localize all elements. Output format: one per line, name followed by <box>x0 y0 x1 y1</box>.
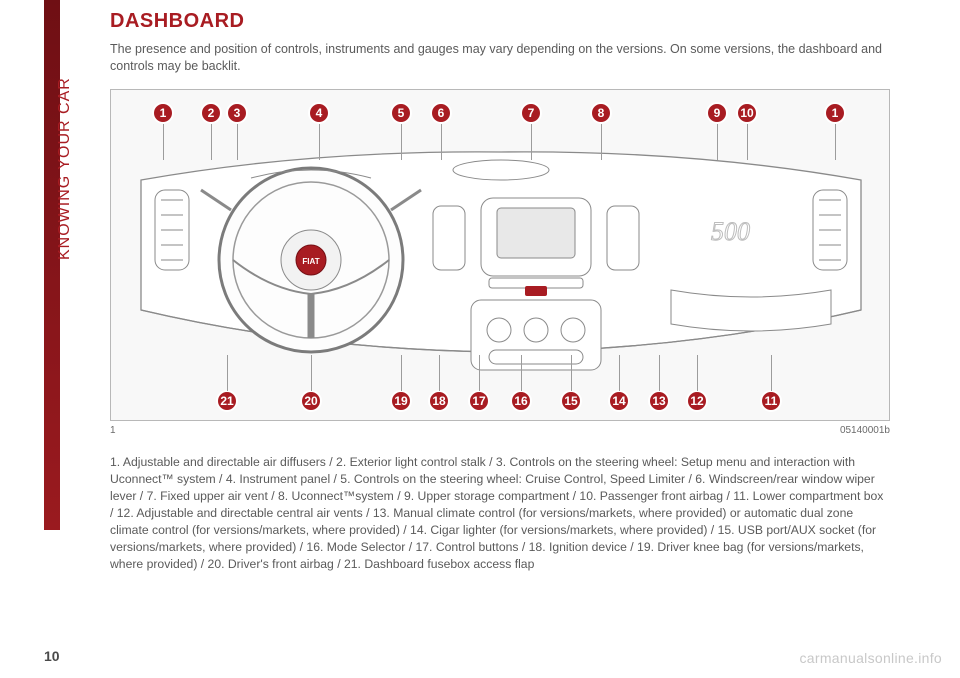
callout-1: 1 <box>152 102 174 124</box>
intro-paragraph: The presence and position of controls, i… <box>110 41 920 75</box>
leader-line <box>227 355 228 391</box>
figure-caption: 1 05140001b <box>110 425 890 436</box>
leader-line <box>835 124 836 160</box>
leader-line <box>319 124 320 160</box>
content-area: DASHBOARD The presence and position of c… <box>110 10 920 573</box>
callout-5: 5 <box>390 102 412 124</box>
dashboard-figure: 500 FIAT 123456789101212019181716151413 <box>110 89 890 421</box>
callout-12: 12 <box>686 390 708 412</box>
legend-text: 1. Adjustable and directable air diffuse… <box>110 454 890 574</box>
leader-line <box>163 124 164 160</box>
callout-13: 13 <box>648 390 670 412</box>
section-label: KNOWING YOUR CAR <box>56 77 74 260</box>
svg-text:500: 500 <box>711 217 750 246</box>
callout-21: 21 <box>216 390 238 412</box>
callout-11: 11 <box>760 390 782 412</box>
leader-line <box>697 355 698 391</box>
page-number: 10 <box>44 648 60 664</box>
callout-15: 15 <box>560 390 582 412</box>
callout-4: 4 <box>308 102 330 124</box>
leader-line <box>211 124 212 160</box>
leader-line <box>619 355 620 391</box>
callout-19: 19 <box>390 390 412 412</box>
leader-line <box>659 355 660 391</box>
callout-20: 20 <box>300 390 322 412</box>
leader-line <box>571 355 572 391</box>
leader-line <box>441 124 442 160</box>
callout-2: 2 <box>200 102 222 124</box>
leader-line <box>747 124 748 160</box>
callout-18: 18 <box>428 390 450 412</box>
figure-ref-code: 05140001b <box>840 425 890 436</box>
callout-14: 14 <box>608 390 630 412</box>
leader-line <box>717 124 718 160</box>
page: KNOWING YOUR CAR DASHBOARD The presence … <box>0 0 960 678</box>
leader-line <box>401 124 402 160</box>
page-title: DASHBOARD <box>110 10 920 33</box>
callout-3: 3 <box>226 102 248 124</box>
leader-line <box>771 355 772 391</box>
leader-line <box>601 124 602 160</box>
figure-number: 1 <box>110 425 116 436</box>
leader-line <box>237 124 238 160</box>
leader-line <box>311 355 312 391</box>
leader-line <box>521 355 522 391</box>
watermark: carmanualsonline.info <box>800 650 943 666</box>
callout-6: 6 <box>430 102 452 124</box>
callout-10: 10 <box>736 102 758 124</box>
callout-16: 16 <box>510 390 532 412</box>
svg-text:FIAT: FIAT <box>302 257 319 266</box>
leader-line <box>401 355 402 391</box>
leader-line <box>531 124 532 160</box>
leader-line <box>439 355 440 391</box>
callout-8: 8 <box>590 102 612 124</box>
callout-17: 17 <box>468 390 490 412</box>
leader-line <box>479 355 480 391</box>
callout-7: 7 <box>520 102 542 124</box>
callout-1: 1 <box>824 102 846 124</box>
callout-9: 9 <box>706 102 728 124</box>
